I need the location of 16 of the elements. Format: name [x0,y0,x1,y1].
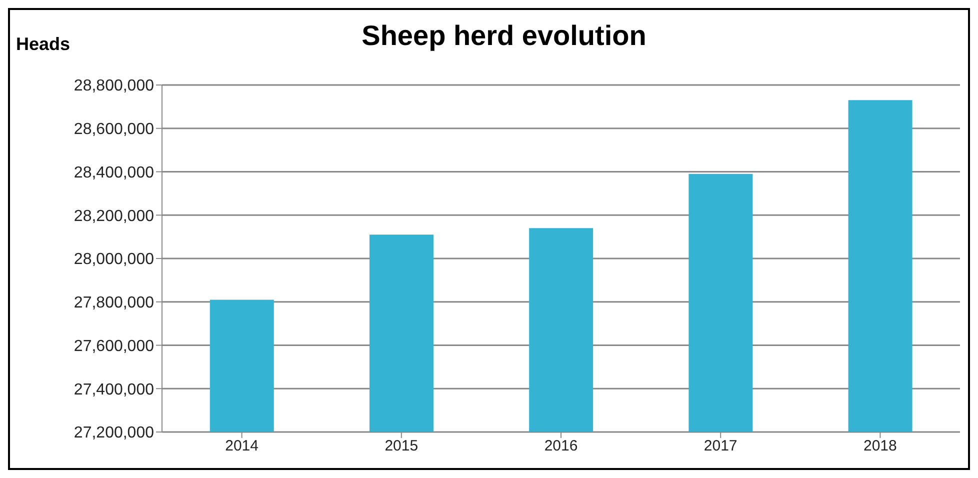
chart-title: Sheep herd evolution [362,20,646,51]
y-tick-label: 28,400,000 [74,164,154,182]
y-tick-label: 28,800,000 [74,78,154,95]
y-tick-label: 27,600,000 [74,338,154,355]
y-tick-label: 27,200,000 [74,424,154,442]
y-tick-label: 27,400,000 [74,381,154,398]
y-tick-label: 28,200,000 [74,208,154,225]
x-tick-label: 2016 [544,438,578,455]
x-tick-label: 2014 [225,438,258,455]
y-tick-label: 27,800,000 [74,294,154,312]
y-tick-label: 28,600,000 [74,121,154,138]
x-tick-label: 2015 [384,438,418,455]
y-tick-label: 28,000,000 [74,251,154,268]
x-tick-label: 2018 [864,438,897,455]
x-tick-label: 2017 [704,438,738,455]
y-axis-title: Heads [16,34,70,55]
